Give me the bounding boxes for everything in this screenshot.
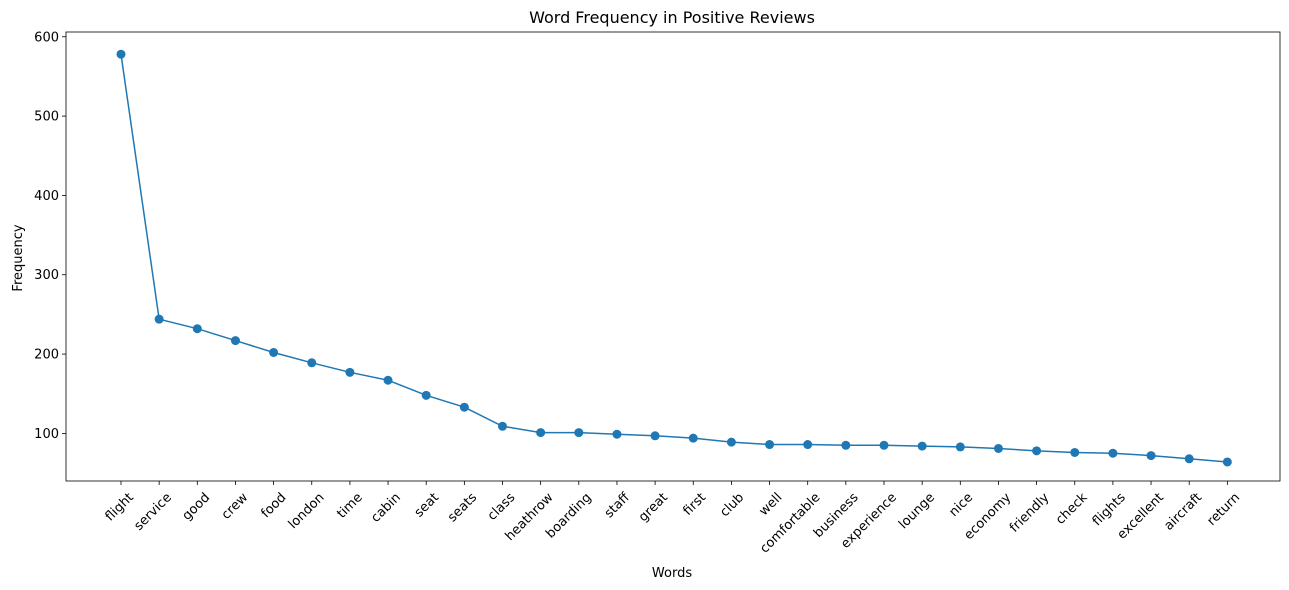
x-tick-label: london [286,490,328,532]
chart-title: Word Frequency in Positive Reviews [529,8,815,27]
data-point [192,324,202,334]
data-point [955,442,965,452]
series-line [120,54,1228,463]
x-tick-label: time [334,490,365,521]
data-point [154,314,164,324]
plot-area-frame [65,31,1281,482]
data-point [879,440,889,450]
data-point [574,428,584,438]
x-tick-label: lounge [896,490,938,532]
data-point [459,402,469,412]
data-point [498,421,507,431]
x-tick-label: seats [445,490,480,525]
x-tick-label: aircraft [1162,490,1206,534]
data-point [536,428,546,438]
x-tick-label: check [1053,490,1091,528]
x-tick-label: flight [103,490,137,524]
y-tick-label: 400 [34,189,59,204]
x-axis-label: Words [652,566,692,581]
data-point [230,336,240,346]
x-tick-label: service [131,490,175,534]
data-point [421,390,431,400]
data-point [612,429,622,439]
x-tick-label: crew [219,490,252,523]
y-tick-label: 200 [34,348,59,363]
data-point [116,49,126,59]
x-tick-label: friendly [1007,490,1053,536]
x-tick-label: good [180,490,214,524]
y-tick-label: 600 [34,30,59,45]
data-point [803,440,813,450]
data-point [1032,446,1042,456]
x-tick-label: seat [412,490,442,520]
data-point [765,440,775,450]
y-tick-label: 500 [34,110,59,125]
x-tick-label: nice [946,490,976,520]
data-point [269,347,279,357]
x-tick-label: food [258,490,289,521]
data-point [345,367,355,377]
x-tick-label: staff [602,489,634,521]
data-point [917,441,927,451]
y-tick-label: 100 [34,427,59,442]
data-point [726,437,736,447]
data-point [307,358,317,368]
x-tick-label: class [485,490,519,524]
x-tick-label: return [1204,490,1243,529]
data-point [688,433,698,443]
data-point [1070,447,1080,457]
data-point [383,375,393,385]
y-axis-label: Frequency [11,224,26,291]
data-point [1222,457,1232,467]
x-tick-label: cabin [368,490,404,526]
data-point [1184,454,1194,464]
x-tick-label: well [756,490,785,519]
data-point [1108,448,1118,458]
x-tick-label: club [717,490,747,520]
x-tick-label: first [681,490,710,519]
data-point [841,440,851,450]
y-axis: 100 200 300 400 500 600 [34,30,66,442]
data-point [650,431,660,441]
y-tick-label: 300 [34,268,59,283]
data-point [1146,451,1156,461]
series-layer [116,49,1232,467]
data-point [993,443,1003,453]
x-tick-label: great [636,490,671,525]
